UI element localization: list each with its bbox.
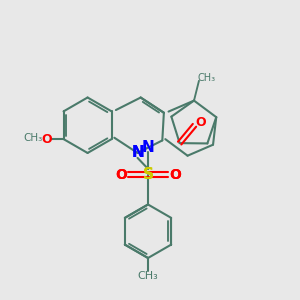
Text: O: O [115,168,127,182]
Text: N: N [131,146,144,160]
Text: O: O [195,116,206,129]
Text: O: O [41,133,52,146]
Text: O: O [115,168,127,182]
Text: CH₃: CH₃ [23,133,43,143]
Text: S: S [142,167,154,182]
Text: O: O [169,168,181,182]
Text: CH₃: CH₃ [198,73,216,83]
Text: S: S [142,167,154,182]
Text: N: N [142,140,154,154]
Text: CH₃: CH₃ [138,271,158,281]
Text: N: N [131,146,144,160]
Text: O: O [169,168,181,182]
